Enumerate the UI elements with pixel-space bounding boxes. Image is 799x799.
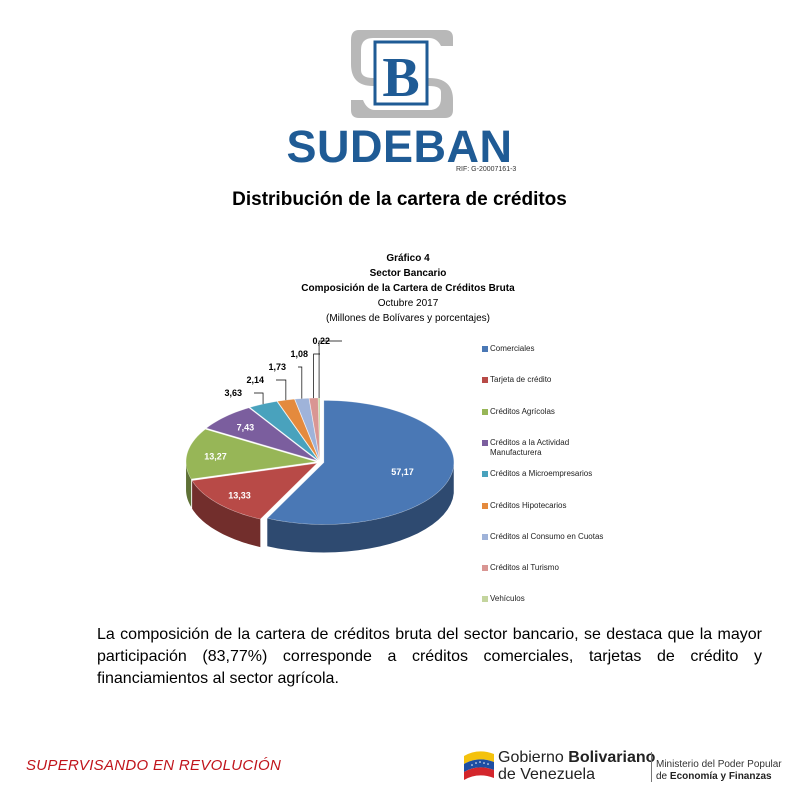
sudeban-logo: B <box>351 30 453 118</box>
footer-divider <box>651 752 652 782</box>
legend-swatch <box>482 346 488 352</box>
slice-value-label-4: 3,63 <box>224 388 242 398</box>
legend-label: Créditos a la Actividad Manufacturera <box>490 437 570 457</box>
legend-swatch <box>482 439 488 446</box>
pie-slice-cr-ditos-a-microempresarios <box>249 401 319 461</box>
slice-value-label-5: 2,14 <box>246 375 264 385</box>
legend-label: Créditos Hipotecarios <box>490 500 567 510</box>
chart-title: Composición de la Cartera de Créditos Br… <box>301 283 515 294</box>
pie-slice-cr-ditos-agr-colas <box>185 428 317 480</box>
pie-slice-side-0 <box>267 465 454 553</box>
page-heading: Distribución de la cartera de créditos <box>232 189 567 210</box>
government-country: de Venezuela <box>498 766 595 783</box>
venezuela-flag-icon <box>464 751 494 780</box>
chart-sector: Sector Bancario <box>369 268 447 279</box>
chart-number: Gráfico 4 <box>386 253 430 264</box>
legend-swatch <box>482 533 488 540</box>
legend-label: Créditos Agrícolas <box>490 406 555 416</box>
slice-value-label-0: 57,17 <box>391 467 414 477</box>
legend-swatch <box>482 502 488 509</box>
chart-units: (Millones de Bolívares y porcentajes) <box>326 313 490 324</box>
pie-slice-veh-culos <box>317 397 321 461</box>
legend-label: Créditos al Consumo en Cuotas <box>490 531 604 541</box>
legend-swatch <box>482 471 488 478</box>
legend-label: Vehículos <box>490 594 525 604</box>
footer-slogan: SUPERVISANDO EN REVOLUCIÓN <box>26 757 282 774</box>
legend-swatch <box>482 596 488 603</box>
brand-rif: RIF: G-20007161-3 <box>456 166 517 173</box>
pie-slice-comerciales <box>266 400 455 525</box>
brand-name: SUDEBAN <box>286 121 513 172</box>
ministry-line-1: Ministerio del Poder Popular <box>656 759 782 770</box>
chart-period: Octubre 2017 <box>377 298 439 309</box>
ministry-line-2: de Economía y Finanzas <box>656 771 772 782</box>
legend-label: Créditos a Microempresarios <box>490 469 593 479</box>
leader-line-5 <box>276 379 287 401</box>
legend-swatch <box>482 377 488 384</box>
logo-letter: B <box>382 47 419 109</box>
leader-line-7 <box>313 353 320 399</box>
legend-label: Créditos al Turismo <box>490 563 559 573</box>
chart-caption: Gráfico 4 Sector Bancario Composición de… <box>268 251 548 326</box>
pie-slice-cr-ditos-a-la-actividad-manufacturera <box>205 407 318 461</box>
pie-slice-side-2 <box>186 461 192 508</box>
leader-line-4 <box>254 392 264 405</box>
slice-value-label-2: 13,27 <box>204 451 227 461</box>
slice-value-label-6: 1,73 <box>268 362 286 372</box>
leader-line-8 <box>318 340 342 399</box>
pie-slice-tarjeta-de-cr-dito <box>191 462 318 520</box>
slice-value-label-7: 1,08 <box>290 349 308 359</box>
body-paragraph: La composición de la cartera de créditos… <box>97 626 762 687</box>
government-name: Gobierno Bolivariano <box>498 749 656 766</box>
legend-label: Comerciales <box>490 344 535 353</box>
pie-slice-cr-ditos-hipotecarios <box>276 398 320 461</box>
pie-slice-side-1 <box>192 480 261 548</box>
legend-swatch <box>482 565 488 572</box>
leader-line-6 <box>298 366 303 399</box>
legend-swatch <box>482 408 488 415</box>
pie-slice-cr-ditos-al-turismo <box>308 397 321 461</box>
legend-label: Tarjeta de crédito <box>490 375 552 385</box>
slice-value-label-1: 13,33 <box>228 491 251 501</box>
slice-value-label-3: 7,43 <box>237 422 255 432</box>
slice-value-label-8: 0,22 <box>312 336 330 346</box>
